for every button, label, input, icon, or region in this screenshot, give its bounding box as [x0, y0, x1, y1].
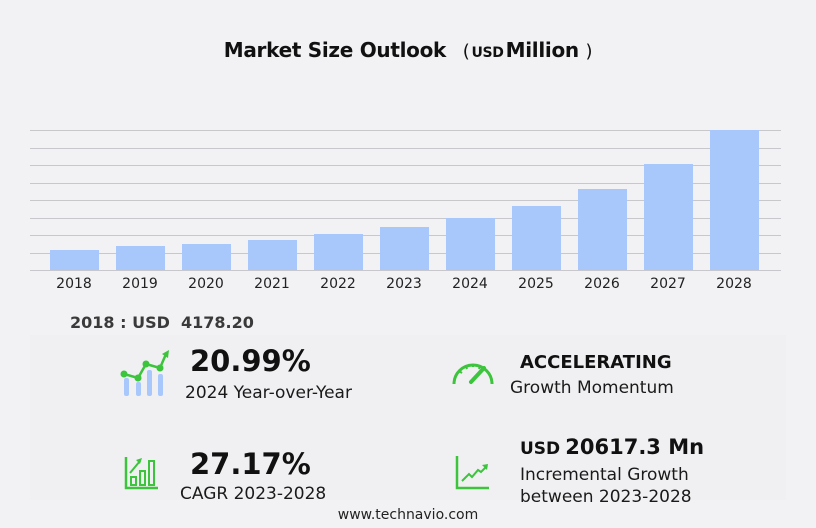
gridline	[30, 200, 781, 201]
bar-2027	[644, 164, 693, 270]
gridline	[30, 218, 781, 219]
x-label-2019: 2019	[122, 276, 158, 292]
title-main: Market Size Outlook	[223, 38, 447, 62]
line-chart-arrow-icon	[455, 456, 489, 490]
bar-2026	[578, 189, 627, 270]
title-unit-big: Million	[505, 38, 580, 62]
x-label-2026: 2026	[584, 276, 620, 292]
base-year-value: 2018 : USD 4178.20	[70, 313, 254, 332]
x-label-2027: 2027	[650, 276, 686, 292]
bar-2021	[248, 240, 297, 270]
x-label-2022: 2022	[320, 276, 356, 292]
momentum-value: ACCELERATING	[520, 352, 672, 373]
kpi-panel	[30, 335, 786, 500]
x-label-2023: 2023	[386, 276, 422, 292]
incremental-value-row: USD 20617.3 Mn	[520, 435, 704, 459]
bar-chart	[30, 130, 781, 271]
gridline	[30, 183, 781, 184]
momentum-label: Growth Momentum	[510, 378, 674, 398]
bar-2024	[446, 218, 495, 270]
x-label-2028: 2028	[716, 276, 752, 292]
cagr-value: 27.17%	[190, 447, 311, 481]
speedometer-icon	[452, 363, 494, 385]
bar-line-growth-icon	[120, 350, 169, 396]
yoy-value: 20.99%	[190, 344, 311, 378]
bar-2023	[380, 227, 429, 270]
title-paren-close: )	[585, 41, 593, 62]
gridline	[30, 130, 781, 131]
yoy-label: 2024 Year-over-Year	[185, 383, 352, 403]
bar-chart-arrow-icon	[124, 457, 158, 490]
source-footer: www.technavio.com	[337, 507, 479, 523]
incremental-label-1: Incremental Growth	[520, 465, 689, 485]
bar-2025	[512, 206, 561, 270]
x-label-2020: 2020	[188, 276, 224, 292]
gridline	[30, 148, 781, 149]
bar-2019	[116, 246, 165, 270]
x-label-2021: 2021	[254, 276, 290, 292]
cagr-label: CAGR 2023-2028	[180, 484, 327, 504]
gridline	[30, 270, 781, 271]
bar-2020	[182, 244, 231, 270]
incremental-label-2: between 2023-2028	[520, 487, 692, 507]
incremental-value: 20617.3 Mn	[565, 435, 705, 459]
bar-2022	[314, 234, 363, 270]
title-unit-small: USD	[471, 45, 504, 61]
title-paren-open: (	[462, 41, 470, 62]
incremental-prefix: USD	[520, 439, 561, 459]
chart-title: Market Size Outlook (USD Million )	[0, 38, 816, 62]
gridline	[30, 165, 781, 166]
x-label-2024: 2024	[452, 276, 488, 292]
x-label-2025: 2025	[518, 276, 554, 292]
bar-2018	[50, 250, 99, 270]
bar-2028	[710, 130, 759, 270]
x-label-2018: 2018	[56, 276, 92, 292]
